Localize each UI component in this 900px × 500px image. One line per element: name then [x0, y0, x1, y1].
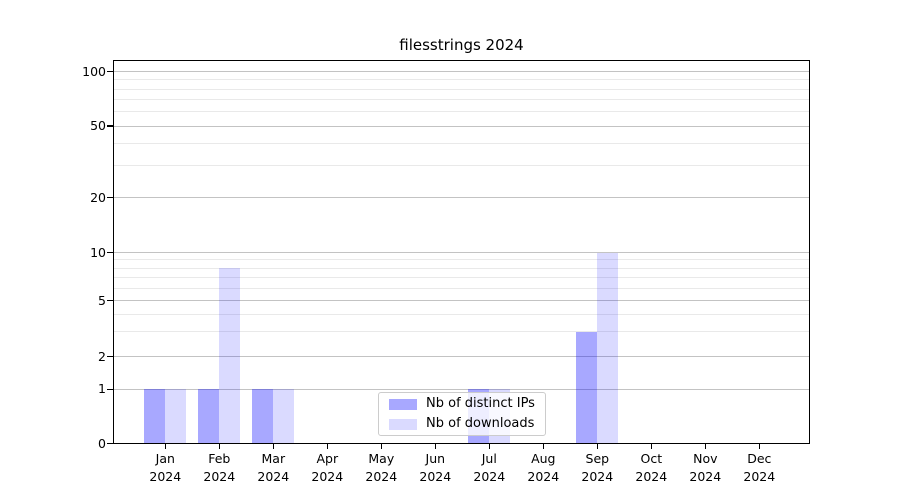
x-tick-label-2: Mar 2024 — [257, 451, 290, 484]
y-tick-label-20: 20 — [90, 189, 106, 205]
y-tick-label-1: 1 — [98, 381, 106, 397]
gridline-minor-4 — [113, 313, 810, 315]
gridline-minor-6 — [113, 287, 810, 289]
x-tick-label-8: Sep 2024 — [581, 451, 614, 484]
gridline-major-50 — [113, 125, 810, 127]
gridline-major-100 — [113, 71, 810, 73]
bar-downloads-sep — [597, 252, 619, 444]
legend-item-downloads: Nb of downloads — [389, 416, 545, 433]
x-tick-label-10: Nov 2024 — [689, 451, 722, 484]
x-tick-mark-3 — [326, 444, 328, 449]
x-tick-mark-0 — [164, 444, 166, 449]
y-tick-label-0: 0 — [98, 435, 106, 451]
x-tick-mark-8 — [596, 444, 598, 449]
legend: Nb of distinct IPs Nb of downloads — [378, 392, 546, 436]
x-tick-label-0: Jan 2024 — [149, 451, 182, 484]
y-tick-label-50: 50 — [90, 118, 106, 133]
legend-swatch-distinct-ips — [389, 398, 417, 410]
gridline-minor-8 — [113, 267, 810, 269]
x-tick-label-4: May 2024 — [365, 451, 398, 484]
x-tick-mark-2 — [272, 444, 274, 449]
x-tick-mark-1 — [218, 444, 220, 449]
x-tick-label-9: Oct 2024 — [635, 451, 668, 484]
x-tick-label-11: Dec 2024 — [743, 451, 776, 484]
bar-distinct-ips-mar — [252, 389, 274, 444]
bar-distinct-ips-jan — [144, 389, 166, 444]
y-tick-label-100: 100 — [82, 63, 106, 79]
legend-item-distinct-ips: Nb of distinct IPs — [389, 396, 545, 413]
bar-downloads-feb — [219, 268, 241, 444]
gridline-major-5 — [113, 300, 810, 302]
x-tick-mark-4 — [380, 444, 382, 449]
legend-label-distinct-ips: Nb of distinct IPs — [426, 396, 535, 411]
legend-label-downloads: Nb of downloads — [426, 416, 535, 431]
gridline-major-20 — [113, 197, 810, 199]
y-tick-mark-2 — [107, 356, 113, 358]
x-tick-mark-10 — [704, 444, 706, 449]
bar-distinct-ips-sep — [576, 331, 598, 444]
x-tick-label-3: Apr 2024 — [311, 451, 344, 484]
y-tick-mark-0 — [107, 442, 113, 445]
y-tick-mark-1 — [107, 388, 113, 390]
y-tick-mark-100 — [107, 71, 113, 73]
x-tick-label-7: Aug 2024 — [527, 451, 560, 484]
gridline-minor-70 — [113, 99, 810, 101]
gridline-minor-90 — [113, 79, 810, 81]
gridline-minor-30 — [113, 165, 810, 167]
y-tick-mark-10 — [107, 252, 113, 254]
x-tick-mark-9 — [650, 444, 652, 449]
bar-downloads-jan — [165, 389, 187, 444]
gridline-minor-60 — [113, 111, 810, 113]
y-tick-mark-5 — [107, 300, 113, 302]
bar-distinct-ips-feb — [198, 389, 220, 444]
gridline-minor-7 — [113, 276, 810, 278]
y-tick-label-10: 10 — [90, 244, 106, 260]
y-tick-label-5: 5 — [98, 292, 106, 308]
gridline-major-2 — [113, 356, 810, 358]
x-tick-label-6: Jul 2024 — [473, 451, 506, 484]
x-tick-mark-11 — [758, 444, 760, 449]
gridline-minor-40 — [113, 142, 810, 144]
y-tick-label-2: 2 — [98, 348, 106, 364]
x-tick-mark-5 — [434, 444, 436, 449]
y-tick-mark-20 — [107, 197, 113, 199]
gridline-major-10 — [113, 252, 810, 254]
legend-swatch-downloads — [389, 418, 417, 430]
gridline-minor-9 — [113, 259, 810, 261]
bar-downloads-mar — [273, 389, 295, 444]
x-tick-label-1: Feb 2024 — [203, 451, 236, 484]
x-tick-mark-7 — [542, 444, 544, 449]
x-tick-mark-6 — [488, 444, 490, 449]
chart-title: filesstrings 2024 — [399, 36, 524, 54]
x-tick-label-5: Jun 2024 — [419, 451, 452, 484]
y-tick-mark-50 — [107, 125, 113, 127]
gridline-minor-3 — [113, 331, 810, 333]
gridline-major-1 — [113, 388, 810, 390]
gridline-minor-80 — [113, 88, 810, 90]
